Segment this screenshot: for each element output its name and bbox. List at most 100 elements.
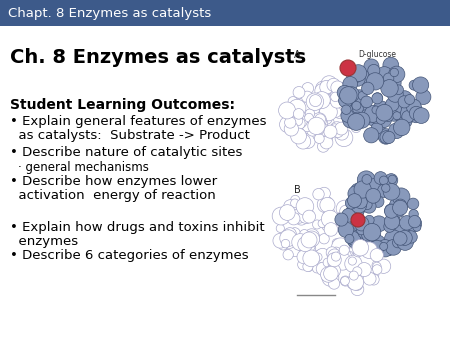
Circle shape bbox=[284, 200, 297, 213]
Circle shape bbox=[292, 209, 306, 223]
Circle shape bbox=[345, 108, 354, 118]
Circle shape bbox=[349, 271, 358, 280]
Circle shape bbox=[327, 78, 340, 92]
Circle shape bbox=[369, 178, 383, 192]
Circle shape bbox=[351, 210, 364, 223]
Circle shape bbox=[346, 204, 363, 222]
Circle shape bbox=[414, 108, 429, 123]
Circle shape bbox=[364, 274, 374, 283]
Circle shape bbox=[351, 283, 364, 296]
Circle shape bbox=[314, 253, 322, 261]
Circle shape bbox=[345, 255, 362, 272]
Circle shape bbox=[329, 83, 346, 100]
Circle shape bbox=[304, 242, 316, 254]
Circle shape bbox=[273, 233, 288, 248]
Circle shape bbox=[341, 109, 354, 122]
Circle shape bbox=[313, 92, 330, 108]
Circle shape bbox=[330, 95, 344, 108]
Text: • Explain general features of enzymes: • Explain general features of enzymes bbox=[10, 115, 266, 128]
Circle shape bbox=[369, 241, 380, 251]
Circle shape bbox=[384, 214, 400, 230]
Circle shape bbox=[366, 189, 381, 203]
Circle shape bbox=[302, 82, 314, 94]
Circle shape bbox=[362, 199, 376, 213]
Circle shape bbox=[283, 249, 293, 260]
Circle shape bbox=[378, 129, 394, 144]
Circle shape bbox=[405, 111, 416, 122]
Circle shape bbox=[316, 262, 329, 275]
Circle shape bbox=[317, 196, 334, 213]
Circle shape bbox=[320, 197, 335, 213]
Circle shape bbox=[291, 128, 306, 144]
Circle shape bbox=[279, 116, 296, 132]
Circle shape bbox=[404, 233, 414, 244]
Circle shape bbox=[346, 216, 359, 229]
Circle shape bbox=[397, 91, 412, 106]
Circle shape bbox=[352, 101, 361, 110]
Circle shape bbox=[341, 88, 352, 100]
Circle shape bbox=[393, 232, 407, 245]
Circle shape bbox=[369, 191, 379, 201]
Circle shape bbox=[351, 213, 365, 227]
Circle shape bbox=[322, 269, 339, 286]
Circle shape bbox=[384, 80, 397, 93]
Circle shape bbox=[358, 71, 370, 83]
Circle shape bbox=[310, 95, 321, 106]
Circle shape bbox=[320, 129, 333, 142]
Circle shape bbox=[345, 234, 354, 243]
Circle shape bbox=[320, 103, 338, 121]
Circle shape bbox=[324, 223, 338, 236]
Circle shape bbox=[358, 110, 373, 124]
Circle shape bbox=[328, 278, 340, 289]
Circle shape bbox=[410, 106, 423, 120]
Circle shape bbox=[364, 83, 373, 92]
Circle shape bbox=[336, 200, 353, 217]
Text: as catalysts:  Substrate -> Product: as catalysts: Substrate -> Product bbox=[10, 129, 250, 143]
Circle shape bbox=[351, 197, 367, 213]
Circle shape bbox=[292, 234, 309, 250]
Circle shape bbox=[297, 204, 305, 213]
Circle shape bbox=[320, 80, 333, 94]
Text: • Describe 6 categories of enzymes: • Describe 6 categories of enzymes bbox=[10, 249, 248, 263]
Circle shape bbox=[369, 108, 383, 123]
Circle shape bbox=[363, 223, 381, 241]
Circle shape bbox=[328, 254, 346, 272]
Circle shape bbox=[352, 240, 369, 256]
Circle shape bbox=[348, 257, 356, 265]
Circle shape bbox=[330, 122, 344, 136]
Circle shape bbox=[348, 263, 357, 272]
Circle shape bbox=[354, 204, 365, 215]
Circle shape bbox=[295, 239, 306, 250]
Circle shape bbox=[318, 219, 326, 227]
Circle shape bbox=[386, 98, 399, 111]
Circle shape bbox=[304, 231, 319, 247]
Circle shape bbox=[394, 199, 406, 212]
Circle shape bbox=[311, 125, 321, 136]
Circle shape bbox=[293, 108, 304, 119]
Circle shape bbox=[315, 81, 332, 97]
Circle shape bbox=[315, 248, 330, 263]
Circle shape bbox=[379, 176, 388, 185]
Circle shape bbox=[358, 226, 376, 243]
Circle shape bbox=[340, 60, 356, 76]
Circle shape bbox=[364, 267, 373, 277]
Circle shape bbox=[410, 110, 423, 123]
Circle shape bbox=[293, 116, 303, 126]
Circle shape bbox=[409, 210, 418, 219]
Circle shape bbox=[385, 75, 401, 91]
Circle shape bbox=[291, 199, 299, 208]
Circle shape bbox=[279, 240, 288, 250]
Circle shape bbox=[342, 104, 356, 118]
Circle shape bbox=[338, 84, 351, 97]
Circle shape bbox=[351, 112, 365, 127]
Circle shape bbox=[300, 230, 309, 239]
Circle shape bbox=[334, 260, 343, 269]
Circle shape bbox=[306, 93, 324, 111]
Circle shape bbox=[334, 88, 344, 98]
Circle shape bbox=[300, 247, 314, 261]
Circle shape bbox=[292, 113, 307, 128]
Text: D-glucose: D-glucose bbox=[358, 50, 396, 59]
Text: Chapt. 8 Enzymes as catalysts: Chapt. 8 Enzymes as catalysts bbox=[8, 6, 211, 20]
Circle shape bbox=[338, 83, 349, 94]
Circle shape bbox=[345, 197, 357, 209]
